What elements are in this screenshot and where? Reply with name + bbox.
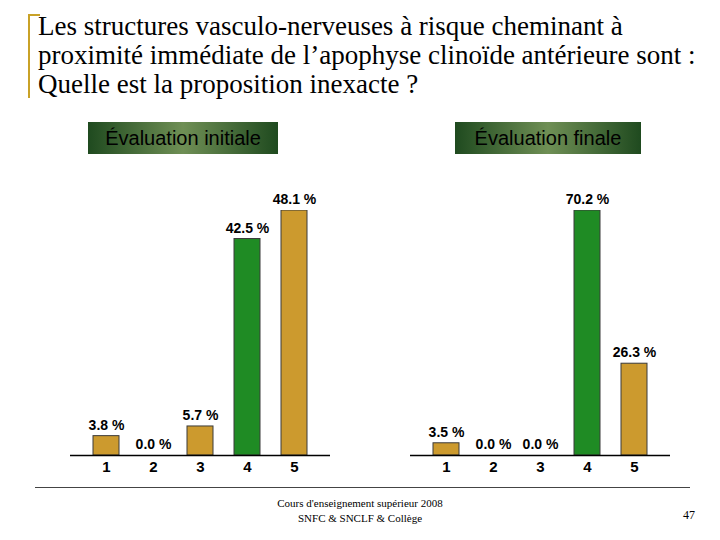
svg-text:5: 5 [630, 458, 638, 475]
svg-text:1: 1 [442, 458, 450, 475]
svg-text:4: 4 [583, 458, 592, 475]
svg-text:0.0 %: 0.0 % [523, 436, 559, 452]
svg-text:3.5 %: 3.5 % [429, 424, 465, 440]
svg-text:48.1 %: 48.1 % [273, 191, 317, 207]
svg-text:3: 3 [196, 458, 204, 475]
html-text:Cours d'enseignement supérieur: Cours d'enseignement supérieur 2008 [277, 497, 443, 509]
html-text:Évaluation initiale: Évaluation initiale [105, 127, 261, 149]
svg-text:5: 5 [290, 458, 298, 475]
svg-text:0.0 %: 0.0 % [136, 436, 172, 452]
svg-text:4: 4 [243, 458, 252, 475]
svg-text:1: 1 [102, 458, 110, 475]
svg-text:42.5 %: 42.5 % [226, 220, 270, 236]
svg-text:2: 2 [149, 458, 157, 475]
svg-text:2: 2 [489, 458, 497, 475]
html-text:SNFC & SNCLF & Collège: SNFC & SNCLF & Collège [298, 511, 422, 524]
svg-text:0.0 %: 0.0 % [476, 436, 512, 452]
svg-text:3: 3 [536, 458, 544, 475]
svg-text:70.2 %: 70.2 % [566, 191, 610, 207]
html-text:47: 47 [683, 508, 695, 522]
svg-text:3.8 %: 3.8 % [89, 417, 125, 433]
svg-text:5.7 %: 5.7 % [183, 407, 219, 423]
svg-text:26.3 %: 26.3 % [613, 344, 657, 360]
html-text:Les structures vasculo-nerveus: Les structures vasculo-nerveuses à risqu… [38, 11, 696, 99]
html-text:Évaluation finale: Évaluation finale [474, 127, 622, 149]
